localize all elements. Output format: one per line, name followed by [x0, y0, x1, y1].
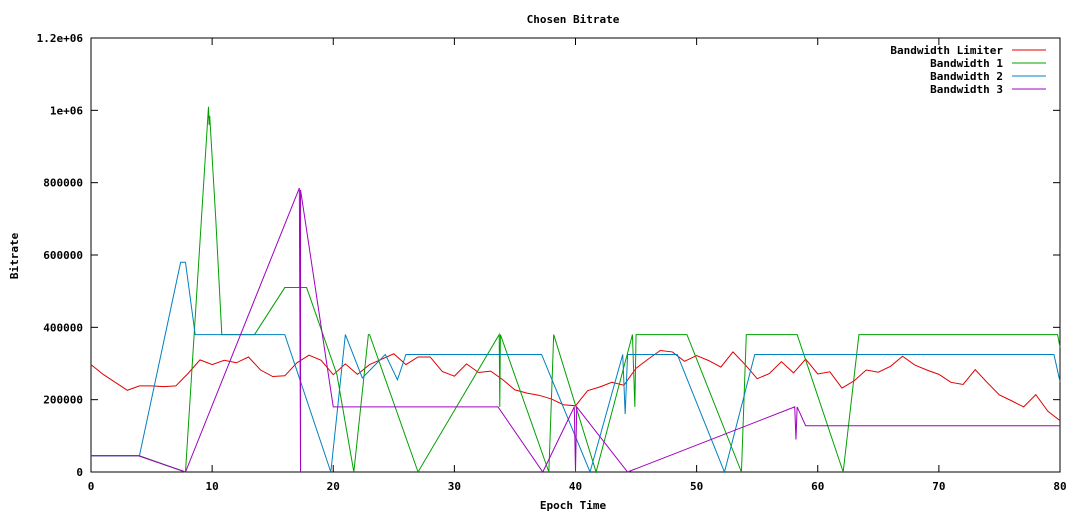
plot-layer: 0 200000 400000 600000 800000 1e+06 1.2e+06 0 1… [37, 32, 1067, 493]
series-line-1 [90, 349, 1061, 422]
y-tick-label: 400000 [43, 321, 83, 334]
x-tick-label: 10 [206, 480, 219, 493]
x-tick-label: 80 [1053, 480, 1066, 493]
x-tick-label: 0 [88, 480, 95, 493]
y-axis-title: Bitrate [8, 232, 21, 279]
legend-label-3: Bandwidth 2 [930, 70, 1003, 83]
x-ticks: 0 10 20 30 40 50 60 70 80 [88, 38, 1067, 493]
chart-title: Chosen Bitrate [527, 13, 620, 26]
legend-label-2: Bandwidth 1 [930, 57, 1003, 70]
x-tick-label: 50 [690, 480, 703, 493]
y-ticks: 0 200000 400000 600000 800000 1e+06 1.2e+06 [37, 32, 1060, 479]
y-tick-label: 1e+06 [50, 104, 83, 117]
x-tick-label: 60 [811, 480, 824, 493]
legend-label-4: Bandwidth 3 [930, 83, 1003, 96]
x-tick-label: 40 [569, 480, 582, 493]
x-tick-label: 70 [932, 480, 945, 493]
y-tick-label: 0 [76, 466, 83, 479]
series-line-4 [91, 187, 1060, 473]
legend-label-1: Bandwidth Limiter [890, 44, 1003, 57]
y-tick-label: 200000 [43, 394, 83, 407]
series-line-2 [91, 106, 1061, 474]
series-layer [90, 106, 1061, 474]
y-tick-label: 600000 [43, 249, 83, 262]
x-axis-title: Epoch Time [540, 499, 607, 512]
x-tick-label: 30 [448, 480, 461, 493]
x-tick-label: 20 [327, 480, 340, 493]
y-tick-label: 1.2e+06 [37, 32, 84, 45]
y-tick-label: 800000 [43, 177, 83, 190]
series-line-3 [91, 261, 1061, 474]
